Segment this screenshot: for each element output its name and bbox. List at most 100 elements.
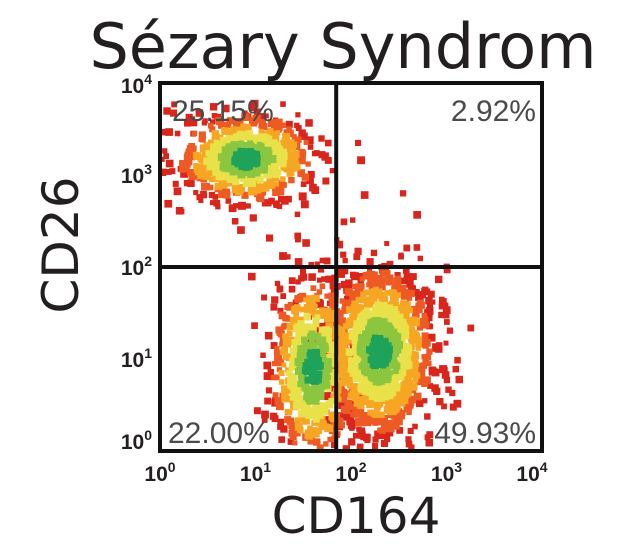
density-point — [443, 340, 449, 346]
density-point — [218, 123, 224, 129]
density-point — [227, 129, 235, 137]
density-point — [467, 324, 475, 332]
density-point — [415, 345, 422, 351]
density-point — [353, 355, 359, 361]
density-point — [329, 309, 336, 316]
density-point — [296, 426, 304, 434]
density-point — [316, 300, 324, 308]
density-point — [286, 126, 292, 132]
density-point — [357, 292, 363, 298]
density-point — [311, 358, 320, 367]
density-point — [330, 393, 337, 401]
density-point — [286, 330, 293, 337]
density-point — [321, 407, 329, 415]
density-point — [431, 346, 437, 352]
density-point — [417, 363, 425, 370]
density-point — [305, 432, 314, 440]
density-point — [169, 168, 176, 175]
density-point — [317, 266, 325, 273]
density-point — [364, 388, 373, 396]
density-point — [319, 349, 326, 357]
density-point — [379, 307, 386, 313]
density-point — [275, 156, 282, 163]
y-axis-label: CD26 — [32, 176, 90, 313]
density-point — [349, 425, 355, 431]
density-point — [215, 172, 223, 181]
density-point — [313, 332, 322, 341]
density-point — [367, 409, 374, 416]
density-point — [415, 340, 422, 348]
density-point — [314, 439, 321, 445]
density-point — [224, 121, 231, 128]
density-point — [282, 339, 291, 348]
density-point — [379, 427, 386, 434]
density-point — [358, 339, 365, 346]
density-point — [399, 409, 406, 417]
density-point — [317, 388, 325, 396]
density-point — [284, 303, 291, 310]
density-point — [261, 417, 268, 423]
density-point — [273, 374, 280, 381]
density-point — [246, 149, 254, 157]
density-point — [347, 365, 355, 373]
density-point — [404, 321, 413, 329]
density-point — [412, 423, 418, 430]
density-point — [221, 127, 229, 135]
density-point — [370, 297, 378, 305]
density-point — [377, 339, 384, 346]
density-point — [274, 346, 280, 352]
density-point — [282, 132, 291, 141]
density-point — [226, 117, 235, 125]
density-point — [289, 392, 298, 401]
density-point — [329, 168, 335, 174]
density-point — [215, 204, 221, 210]
density-point — [403, 356, 412, 365]
density-point — [400, 338, 406, 345]
density-point — [163, 153, 169, 159]
density-point — [272, 169, 279, 176]
density-point — [270, 412, 278, 420]
density-point — [226, 174, 234, 181]
density-point — [449, 389, 456, 397]
density-point — [259, 133, 268, 141]
density-point — [415, 399, 424, 408]
density-point — [198, 136, 204, 142]
density-point — [360, 191, 369, 199]
density-point — [412, 318, 421, 327]
density-point — [323, 441, 329, 447]
density-point — [289, 432, 297, 440]
density-point — [331, 435, 337, 442]
density-point — [384, 290, 391, 296]
density-point — [384, 436, 391, 443]
density-point — [245, 130, 253, 139]
density-point — [307, 437, 315, 445]
density-point — [355, 139, 362, 146]
density-point — [336, 417, 344, 425]
density-point — [253, 407, 261, 415]
density-point — [198, 131, 206, 139]
density-points-layer — [158, 99, 475, 453]
density-point — [319, 283, 326, 289]
density-point — [422, 356, 430, 364]
density-point — [355, 374, 361, 380]
density-point — [213, 199, 221, 207]
density-point — [445, 386, 452, 393]
density-point — [344, 399, 352, 408]
density-point — [248, 272, 256, 281]
density-point — [417, 255, 424, 262]
density-point — [370, 356, 377, 363]
density-point — [446, 327, 454, 334]
density-point — [323, 381, 331, 389]
quadrant-label-bottom-left: 22.00% — [168, 417, 270, 450]
density-point — [383, 381, 390, 387]
density-point — [404, 307, 410, 313]
density-point — [183, 160, 191, 168]
density-point — [324, 139, 332, 147]
density-point — [261, 410, 269, 419]
density-point — [279, 252, 287, 260]
density-point — [381, 352, 387, 359]
density-point — [306, 387, 312, 394]
density-point — [341, 362, 347, 368]
density-point — [226, 170, 232, 176]
density-point — [221, 164, 229, 172]
